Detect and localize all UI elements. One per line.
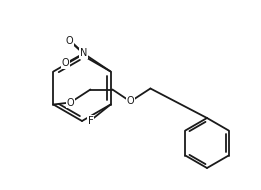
Text: O: O [66, 36, 73, 45]
Text: F: F [88, 116, 93, 126]
Text: O: O [127, 97, 134, 107]
Text: O: O [67, 97, 74, 108]
Text: N: N [80, 48, 87, 59]
Text: O: O [62, 59, 69, 69]
